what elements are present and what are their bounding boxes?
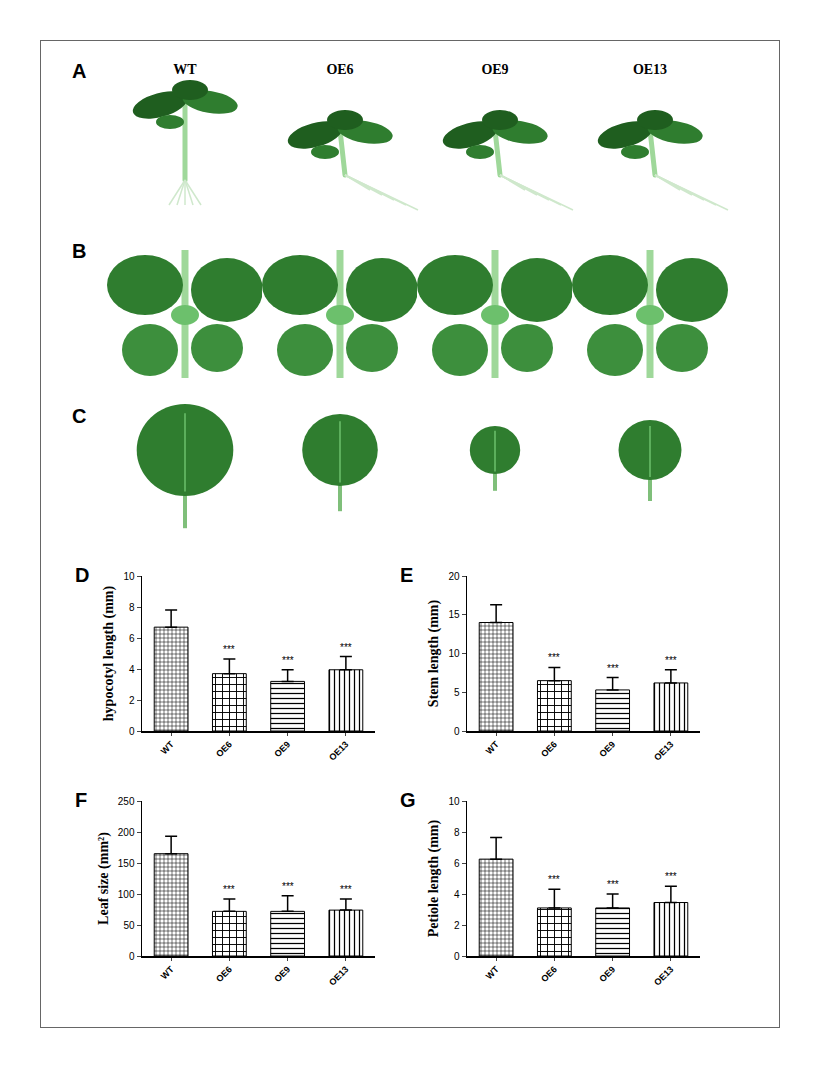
svg-text:***: *** [607,663,619,674]
svg-text:4: 4 [454,889,460,900]
html-text:G: G [400,789,416,811]
svg-text:OE9: OE9 [597,739,617,759]
svg-text:15: 15 [448,609,460,620]
svg-text:4: 4 [129,664,135,675]
svg-text:OE9: OE9 [272,739,292,759]
html-text:WT: WT [173,62,197,77]
svg-text:OE13: OE13 [652,739,675,762]
html-text:OE9: OE9 [481,62,509,77]
svg-text:***: *** [340,884,352,895]
html-text:D: D [75,564,90,586]
svg-text:WT: WT [159,964,176,981]
html-text:E: E [400,564,414,586]
svg-text:5: 5 [454,687,460,698]
html-text:OE6: OE6 [326,62,354,77]
svg-text:***: *** [665,655,677,666]
svg-text:WT: WT [484,964,501,981]
html-text:B: B [72,240,87,262]
svg-text:0: 0 [129,951,135,962]
svg-text:6: 6 [454,858,460,869]
svg-text:10: 10 [448,648,460,659]
svg-text:***: *** [282,655,294,666]
svg-text:OE13: OE13 [327,964,350,987]
svg-text:0: 0 [454,951,460,962]
svg-text:hypocotyl length (mm): hypocotyl length (mm) [101,586,117,722]
svg-text:100: 100 [118,889,135,900]
svg-text:Leaf size (mm²): Leaf size (mm²) [96,832,112,925]
svg-text:WT: WT [159,739,176,756]
svg-text:OE13: OE13 [327,739,350,762]
svg-text:OE6: OE6 [214,964,234,984]
svg-text:8: 8 [454,827,460,838]
svg-text:***: *** [223,644,235,655]
svg-text:OE6: OE6 [539,739,559,759]
svg-text:10: 10 [448,796,460,807]
svg-text:0: 0 [129,726,135,737]
svg-text:***: *** [548,874,560,885]
svg-text:50: 50 [123,920,135,931]
svg-text:WT: WT [484,739,501,756]
svg-text:Petiole length (mm): Petiole length (mm) [426,819,442,937]
svg-text:2: 2 [129,695,135,706]
svg-text:20: 20 [448,571,460,582]
svg-text:***: *** [665,871,677,882]
html-text:F: F [75,789,88,811]
svg-text:6: 6 [129,633,135,644]
svg-text:150: 150 [118,858,135,869]
svg-text:***: *** [548,652,560,663]
svg-text:***: *** [223,884,235,895]
html-text:OE13: OE13 [632,62,668,77]
svg-text:2: 2 [454,920,460,931]
svg-text:8: 8 [129,602,135,613]
svg-text:250: 250 [118,796,135,807]
svg-text:OE9: OE9 [272,964,292,984]
svg-text:OE6: OE6 [539,964,559,984]
svg-text:***: *** [282,881,294,892]
svg-text:***: *** [607,879,619,890]
svg-text:OE9: OE9 [597,964,617,984]
svg-text:OE13: OE13 [652,964,675,987]
svg-text:0: 0 [454,726,460,737]
svg-text:OE6: OE6 [214,739,234,759]
svg-text:***: *** [340,642,352,653]
html-text:A: A [72,60,87,82]
svg-text:Stem length (mm): Stem length (mm) [426,600,442,708]
svg-text:200: 200 [118,827,135,838]
html-text:C: C [72,405,87,427]
svg-text:10: 10 [123,571,135,582]
